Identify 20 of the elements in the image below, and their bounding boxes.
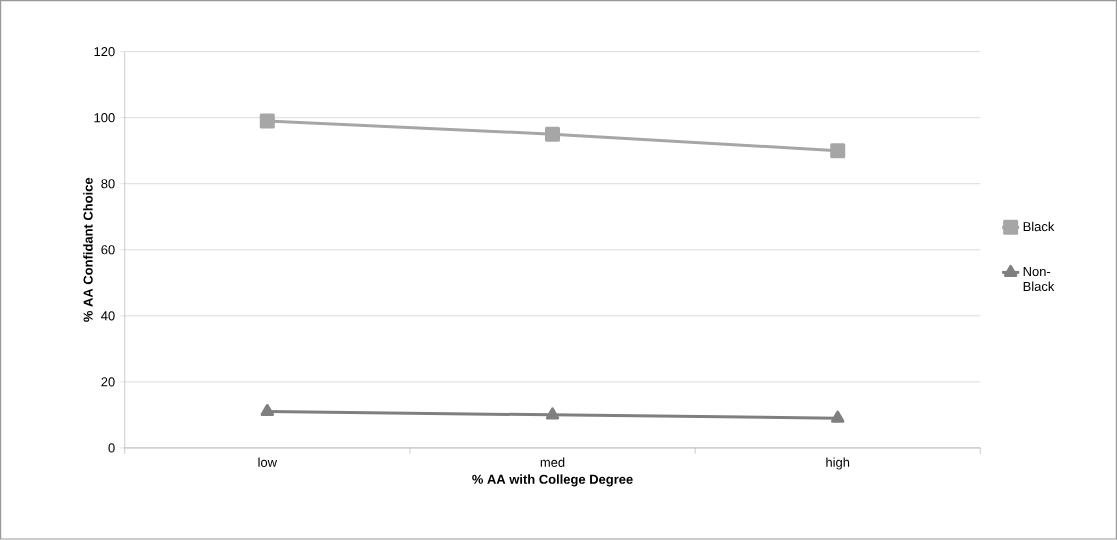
point <box>259 113 275 129</box>
y-tick-label: 120 <box>94 47 115 57</box>
point <box>545 407 560 420</box>
legend-label: Non-Black <box>1023 267 1055 292</box>
y-tick-label: 60 <box>101 245 115 255</box>
x-tick-label: low <box>258 457 278 468</box>
x-tick-label: med <box>540 457 565 468</box>
x-axis-title: % AA with College Degree <box>472 474 633 487</box>
point <box>831 410 845 423</box>
y-tick-label: 0 <box>108 443 115 453</box>
y-tick-label: 20 <box>101 377 115 387</box>
y-tick-label: 40 <box>101 311 115 321</box>
y-axis-title: % AA Confidant Choice <box>83 178 93 323</box>
point <box>545 126 561 142</box>
y-tick-label: 100 <box>94 113 115 123</box>
y-tick-label: 80 <box>101 179 115 189</box>
x-tick-label: high <box>826 457 850 470</box>
point <box>830 143 846 159</box>
point <box>260 404 274 417</box>
legend-label: Black <box>1023 221 1055 232</box>
